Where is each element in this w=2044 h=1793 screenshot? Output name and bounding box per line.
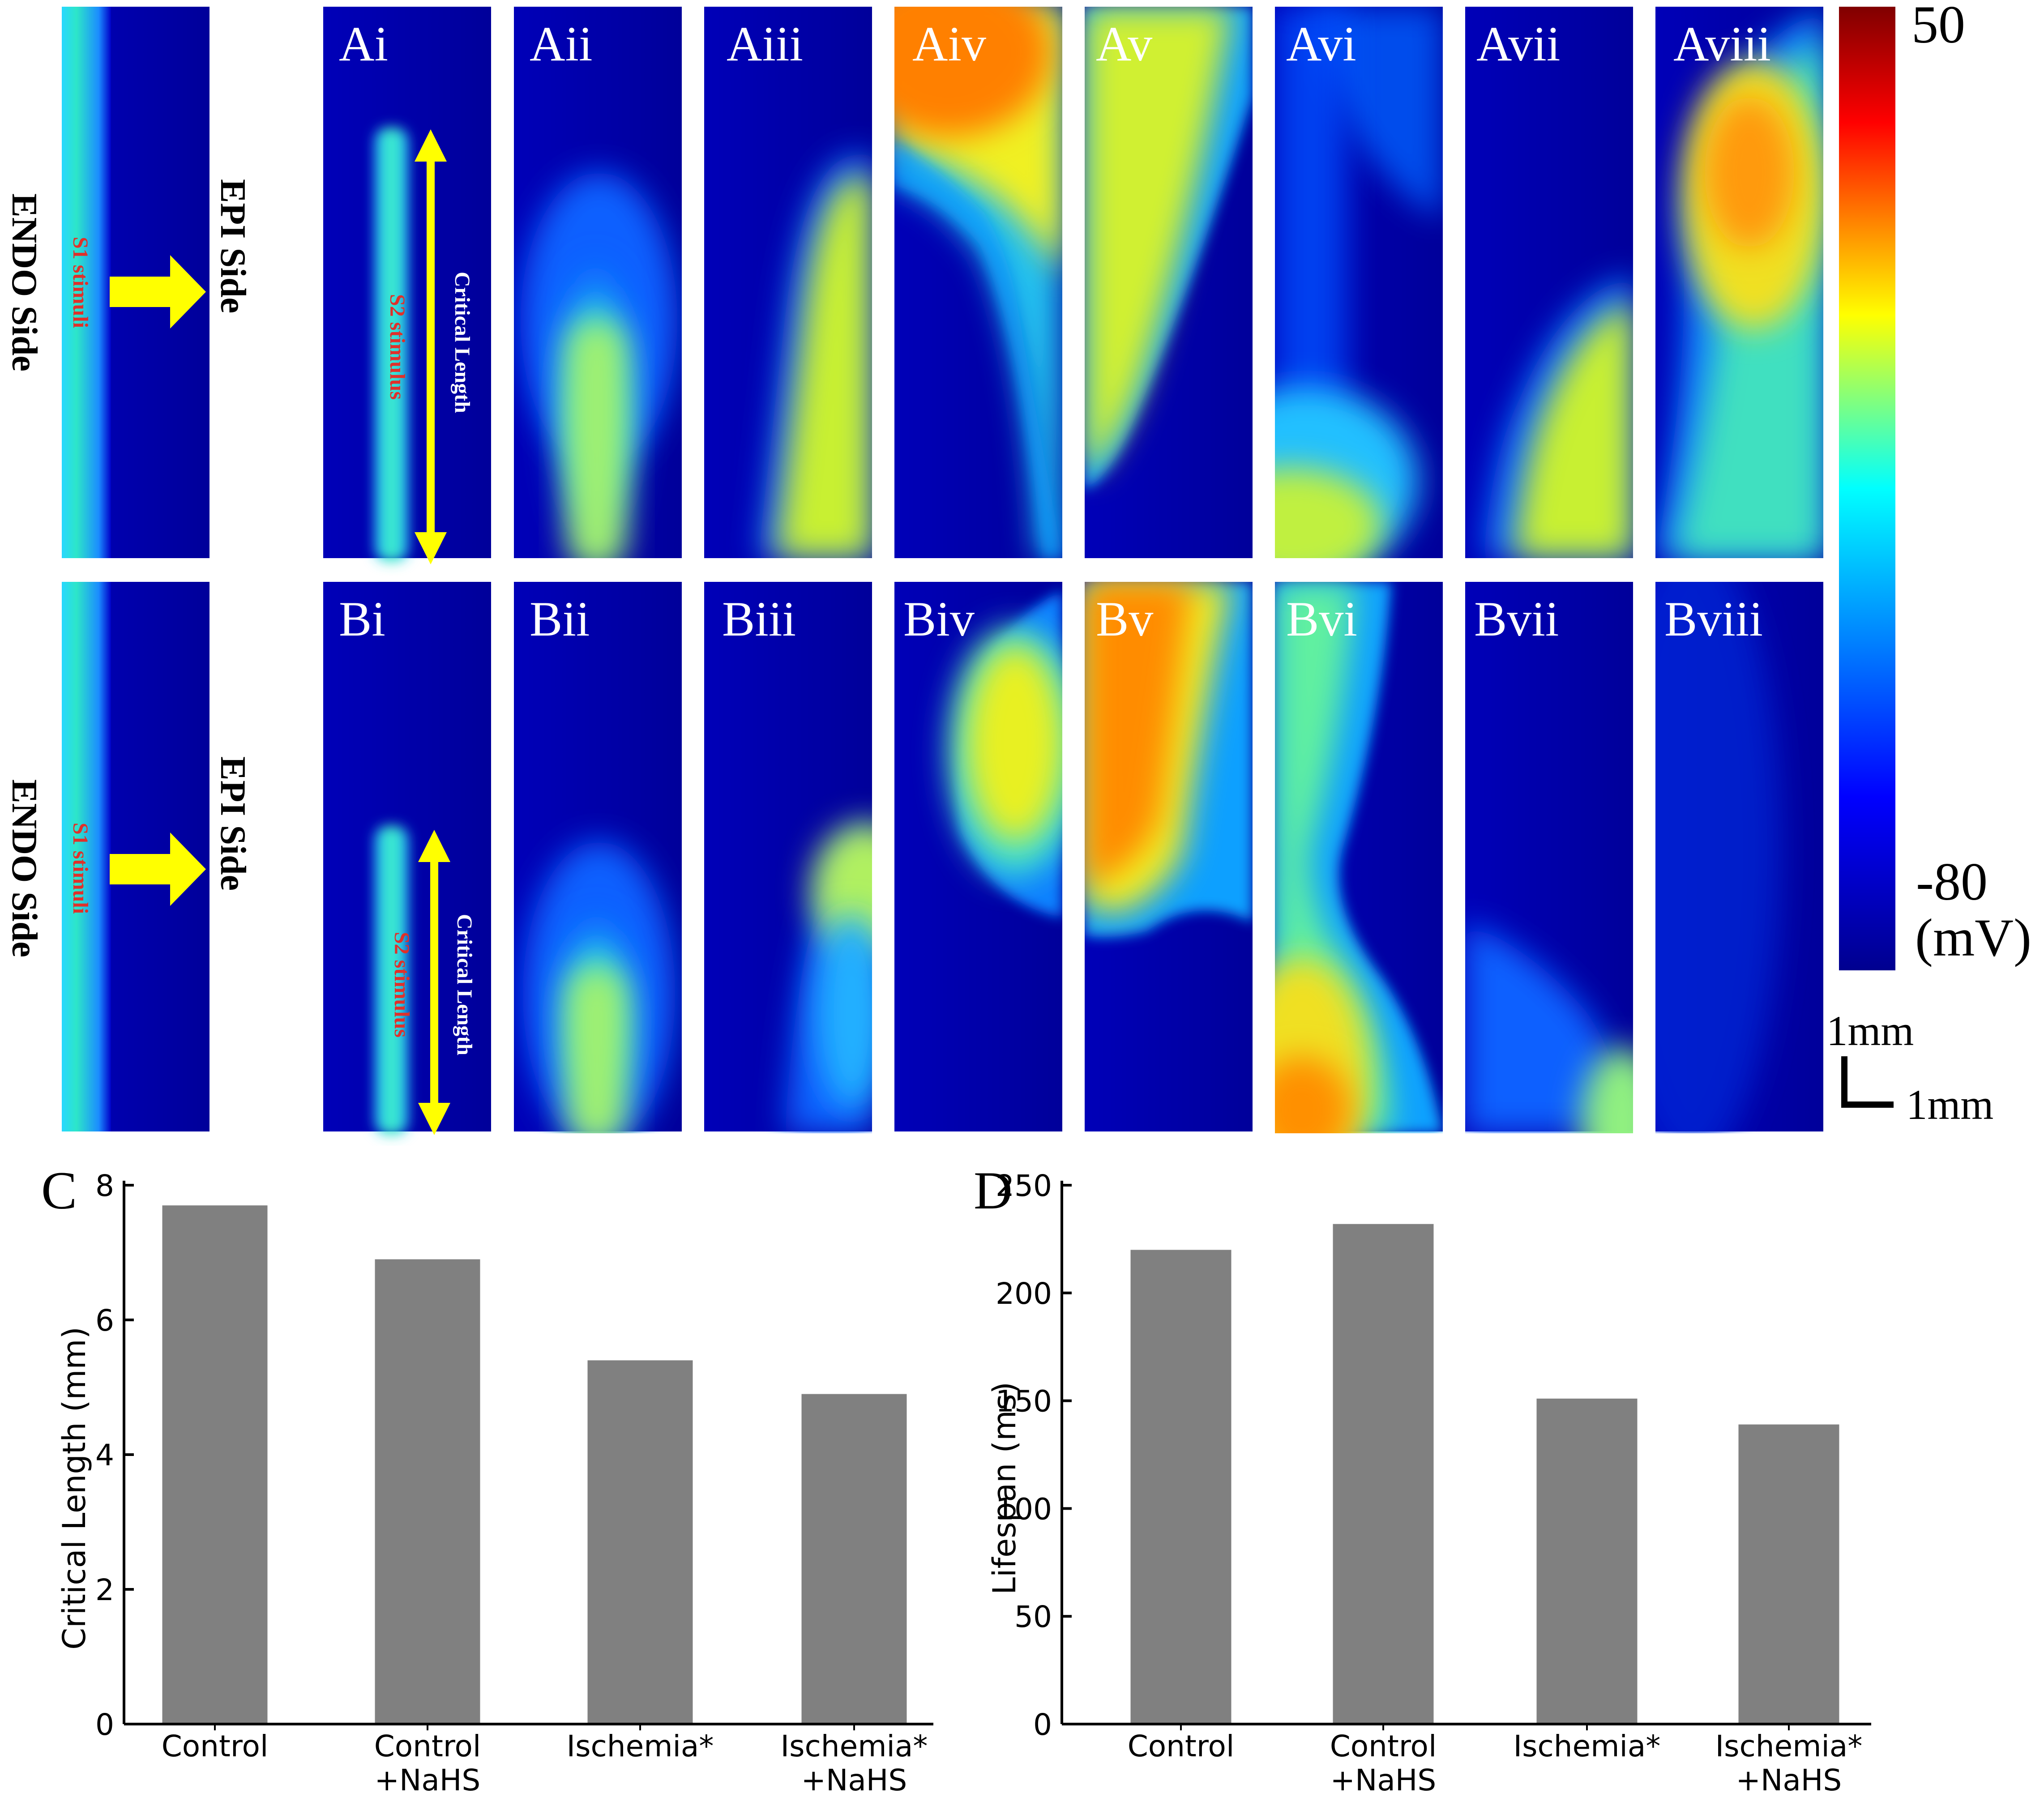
panel-label-bvii: Bvii [1474, 592, 1559, 646]
bar-d-4 [1738, 1424, 1839, 1724]
y-tick-label-d: 50 [1014, 1600, 1052, 1634]
panel-label-aiv: Aiv [912, 17, 986, 71]
x-tick-label-d: Control [1330, 1729, 1437, 1763]
y-tick-label-c: 6 [95, 1303, 114, 1338]
map-bvii: Bvii [1465, 582, 1633, 1133]
s1-stimuli-label: S1 stimuli [68, 823, 92, 914]
direction-arrow-a [110, 255, 206, 329]
map-avi: Avi [1275, 7, 1443, 558]
panel-label-bvi: Bvi [1286, 592, 1357, 646]
bar-d-1 [1130, 1250, 1232, 1724]
y-tick-label-d: 250 [996, 1169, 1052, 1203]
voltage-map-panels: S1 stimuli ENDO Side EPI Side S2 stimulu… [4, 0, 2031, 1135]
row-b: S1 stimuli ENDO Side EPI Side S2 stimulu… [4, 582, 1823, 1135]
schematic-a: S1 stimuli ENDO Side EPI Side [4, 7, 252, 558]
y-tick-label-c: 2 [95, 1573, 114, 1607]
map-ai: S2 stimulus Critical Length Ai [323, 7, 491, 564]
panel-label-bii: Bii [530, 592, 590, 646]
panel-label-avi: Avi [1286, 17, 1356, 71]
x-tick-label-c: Control [162, 1729, 269, 1763]
map-aviii: Aviii [1655, 7, 1823, 558]
y-tick-label-d: 150 [996, 1384, 1052, 1419]
panel-label-av: Av [1096, 17, 1152, 71]
critical-length-label: Critical Length [453, 914, 476, 1055]
y-tick-label-c: 4 [95, 1438, 114, 1473]
panel-label-avii: Avii [1476, 17, 1560, 71]
x-tick-label-c: Ischemia* [567, 1729, 714, 1763]
epi-side-label: EPI Side [213, 179, 252, 313]
schematic-b: S1 stimuli ENDO Side EPI Side [4, 582, 252, 1131]
x-tick-label-c: +NaHS [801, 1763, 907, 1793]
panel-label-ai: Ai [339, 17, 388, 71]
panel-label-aviii: Aviii [1673, 17, 1771, 71]
bar-c-3 [587, 1360, 693, 1724]
s2-stimulus-label: S2 stimulus [385, 294, 409, 400]
direction-arrow-b [110, 832, 206, 906]
y-tick-label-d: 100 [996, 1492, 1052, 1526]
y-tick-label-c: 8 [95, 1169, 114, 1203]
map-biv: Biv [894, 582, 1062, 1131]
scale-bar-horizontal-label: 1mm [1906, 1081, 1993, 1128]
x-tick-label-c: Ischemia* [781, 1729, 928, 1763]
map-bv: Bv [1085, 582, 1253, 1131]
map-bii: Bii [514, 582, 682, 1133]
y-axis-label-d: Lifespan (ms) [986, 1382, 1023, 1595]
y-axis-label-c: Critical Length (mm) [56, 1327, 93, 1650]
x-tick-label-d: Ischemia* [1514, 1729, 1661, 1763]
panel-label-bv: Bv [1096, 592, 1153, 646]
colorbar-unit-label: (mV) [1915, 908, 2031, 967]
x-tick-label-d: +NaHS [1736, 1763, 1842, 1793]
bar-c-1 [162, 1205, 268, 1724]
chart-d: D Lifespan (ms) 0 50 100 150 200 250 Control Co… [974, 1161, 1871, 1793]
panel-label-bi: Bi [339, 592, 385, 646]
critical-length-label: Critical Length [450, 272, 474, 413]
s2-stimulus-label: S2 stimulus [390, 932, 414, 1037]
x-tick-label-d: +NaHS [1330, 1763, 1437, 1793]
endo-side-label: ENDO Side [4, 779, 44, 957]
y-tick-label-c: 0 [95, 1708, 114, 1742]
bar-d-3 [1536, 1398, 1638, 1724]
x-tick-label-d: Control [1128, 1729, 1235, 1763]
panel-label-aiii: Aiii [727, 17, 803, 71]
x-tick-label-c: +NaHS [375, 1763, 481, 1793]
map-aiv: Aiv [894, 7, 1062, 558]
colorbar: 50 -80 (mV) [1839, 0, 2031, 970]
map-bvi: Bvi [1275, 582, 1443, 1133]
scale-bar-vertical-label: 1mm [1826, 1007, 1914, 1054]
x-tick-label-c: Control [374, 1729, 481, 1763]
bar-c-2 [375, 1259, 480, 1724]
bar-d-2 [1333, 1224, 1434, 1724]
row-a: S1 stimuli ENDO Side EPI Side S2 stimulu… [4, 7, 1823, 564]
bar-c-4 [801, 1394, 907, 1724]
colorbar-min-label: -80 [1916, 852, 1988, 911]
panel-label-c: C [41, 1161, 77, 1220]
map-biii: Biii [704, 582, 872, 1133]
panel-label-aii: Aii [530, 17, 593, 71]
scale-bar: 1mm 1mm [1826, 1007, 1993, 1128]
map-aiii: Aiii [704, 7, 872, 558]
panel-label-biv: Biv [903, 592, 975, 646]
panel-label-biii: Biii [722, 592, 796, 646]
endo-side-label: ENDO Side [4, 193, 44, 371]
y-tick-label-d: 200 [996, 1276, 1052, 1311]
map-av: Av [1085, 7, 1253, 558]
map-aii: Aii [514, 7, 682, 558]
map-bi: S2 stimulus Critical Length Bi [323, 582, 491, 1135]
y-tick-label-d: 0 [1033, 1708, 1052, 1742]
chart-c: C Critical Length (mm) 0 2 4 6 8 Control Contr… [41, 1161, 933, 1793]
s1-stimuli-label: S1 stimuli [68, 237, 92, 328]
x-tick-label-d: Ischemia* [1715, 1729, 1863, 1763]
epi-side-label: EPI Side [213, 756, 252, 891]
bar-charts: C Critical Length (mm) 0 2 4 6 8 Control Contr… [41, 1161, 1871, 1793]
colorbar-max-label: 50 [1911, 0, 1965, 54]
panel-label-bviii: Bviii [1664, 592, 1763, 646]
map-bviii: Bviii [1655, 582, 1823, 1133]
map-avii: Avii [1465, 7, 1633, 558]
panel-label-d: D [974, 1161, 1013, 1220]
